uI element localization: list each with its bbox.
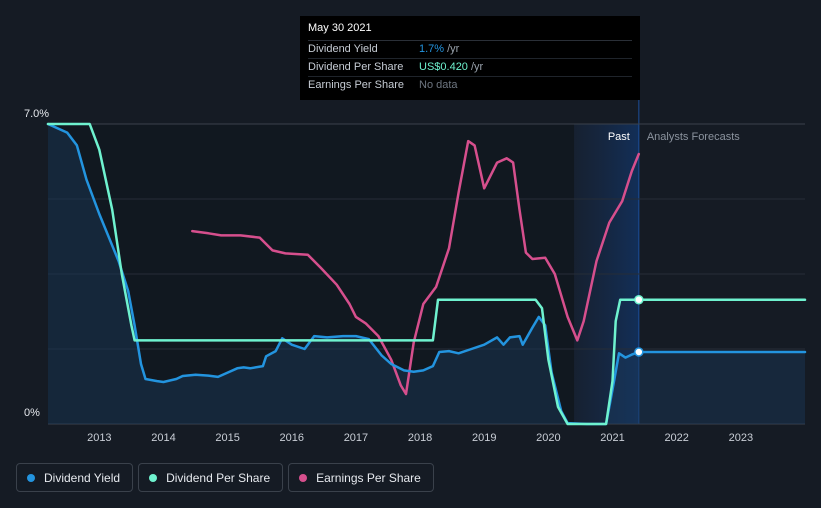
tooltip-date: May 30 2021 bbox=[308, 22, 632, 41]
dividend-yield-area bbox=[48, 124, 805, 424]
forecast-label: Analysts Forecasts bbox=[647, 131, 740, 143]
tooltip-value: US$0.420 bbox=[419, 61, 468, 73]
y-min-label: 0% bbox=[24, 407, 40, 419]
legend-dot-icon bbox=[299, 473, 308, 482]
legend-dot-icon bbox=[149, 473, 158, 482]
data-marker bbox=[634, 294, 644, 305]
legend-item-dividend-yield[interactable]: Dividend Yield bbox=[16, 463, 134, 492]
tooltip-unit: /yr bbox=[447, 43, 460, 55]
legend-label: Earnings Per Share bbox=[316, 470, 421, 485]
tooltip-unit: /yr bbox=[470, 61, 484, 73]
gridlines bbox=[48, 123, 805, 425]
x-tick-label: 2023 bbox=[729, 432, 753, 444]
tooltip-label: Dividend Yield bbox=[308, 43, 378, 55]
x-tick-label: 2014 bbox=[151, 432, 175, 444]
legend-item-earnings-per-share[interactable]: Earnings Per Share bbox=[288, 463, 434, 492]
legend-label: Dividend Per Share bbox=[166, 470, 271, 485]
tooltip: May 30 2021 Dividend Yield 1.7% /yr Divi… bbox=[300, 16, 640, 100]
x-tick-label: 2018 bbox=[408, 432, 432, 444]
x-tick-label: 2015 bbox=[215, 432, 239, 444]
x-tick-label: 2019 bbox=[472, 432, 496, 444]
x-tick-label: 2017 bbox=[344, 432, 368, 444]
tooltip-row-dividend-yield: Dividend Yield 1.7% /yr bbox=[308, 41, 632, 59]
legend-item-dividend-per-share[interactable]: Dividend Per Share bbox=[138, 463, 284, 492]
x-tick-label: 2021 bbox=[600, 432, 624, 444]
tooltip-row-dividend-per-share: Dividend Per Share US$0.420 /yr bbox=[308, 59, 632, 77]
x-tick-label: 2020 bbox=[536, 432, 560, 444]
tooltip-label: Dividend Per Share bbox=[308, 61, 404, 73]
earnings-per-share-line bbox=[191, 139, 641, 396]
chart-area: 2013 2014 2015 2016 2017 2018 2019 2020 2021 2022… bbox=[24, 100, 807, 444]
dividend-per-share-line bbox=[46, 122, 807, 426]
tooltip-value: 1.7% bbox=[419, 43, 445, 55]
data-marker bbox=[634, 347, 644, 357]
x-tick-label: 2013 bbox=[87, 432, 111, 444]
legend-dot-icon bbox=[27, 473, 35, 482]
tooltip-label: Earnings Per Share bbox=[308, 79, 404, 91]
legend-label: Dividend Yield bbox=[44, 470, 121, 485]
tooltip-row-earnings-per-share: Earnings Per Share No data bbox=[308, 77, 632, 94]
tooltip-value: No data bbox=[419, 79, 458, 91]
x-tick-label: 2016 bbox=[280, 432, 304, 444]
x-tick-label: 2022 bbox=[664, 432, 688, 444]
y-max-label: 7.0% bbox=[24, 108, 49, 120]
past-label: Past bbox=[608, 131, 630, 143]
legend: Dividend Yield Dividend Per Share Earnin… bbox=[16, 463, 434, 492]
